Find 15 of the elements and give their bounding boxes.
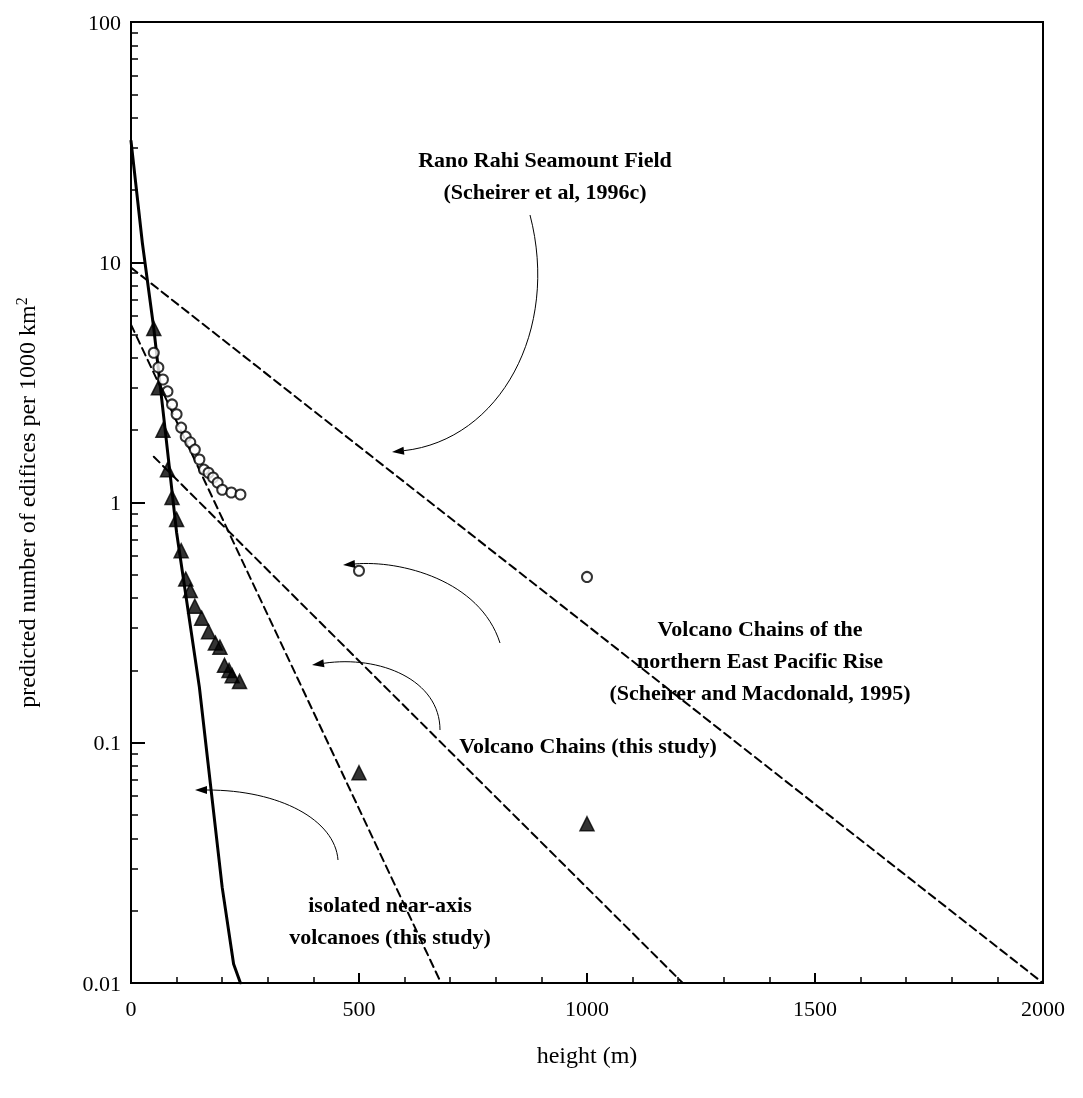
x-tick-label: 1000 [565, 995, 609, 1021]
x-tick-label: 500 [342, 995, 376, 1021]
x-tick-label: 2000 [1021, 995, 1065, 1021]
annotation: Volcano Chains (this study) [459, 732, 717, 758]
annotation: isolated near-axis volcanoes (this study) [289, 891, 491, 949]
annotation: Rano Rahi Seamount Field (Scheirer et al, 1996c) [418, 146, 672, 204]
y-tick-label: 10 [99, 249, 121, 275]
x-tick-label: 1500 [793, 995, 837, 1021]
y-axis-title: predicted number of edifices per 1000 km2 [12, 297, 40, 708]
y-tick-label: 1 [110, 490, 121, 515]
y-tick-label: 0.1 [93, 730, 121, 756]
y-tick-label: 0.01 [82, 970, 121, 996]
y-tick-label: 100 [88, 9, 121, 35]
x-tick-label: 0 [125, 995, 137, 1021]
x-axis-title: height (m) [536, 1042, 638, 1068]
